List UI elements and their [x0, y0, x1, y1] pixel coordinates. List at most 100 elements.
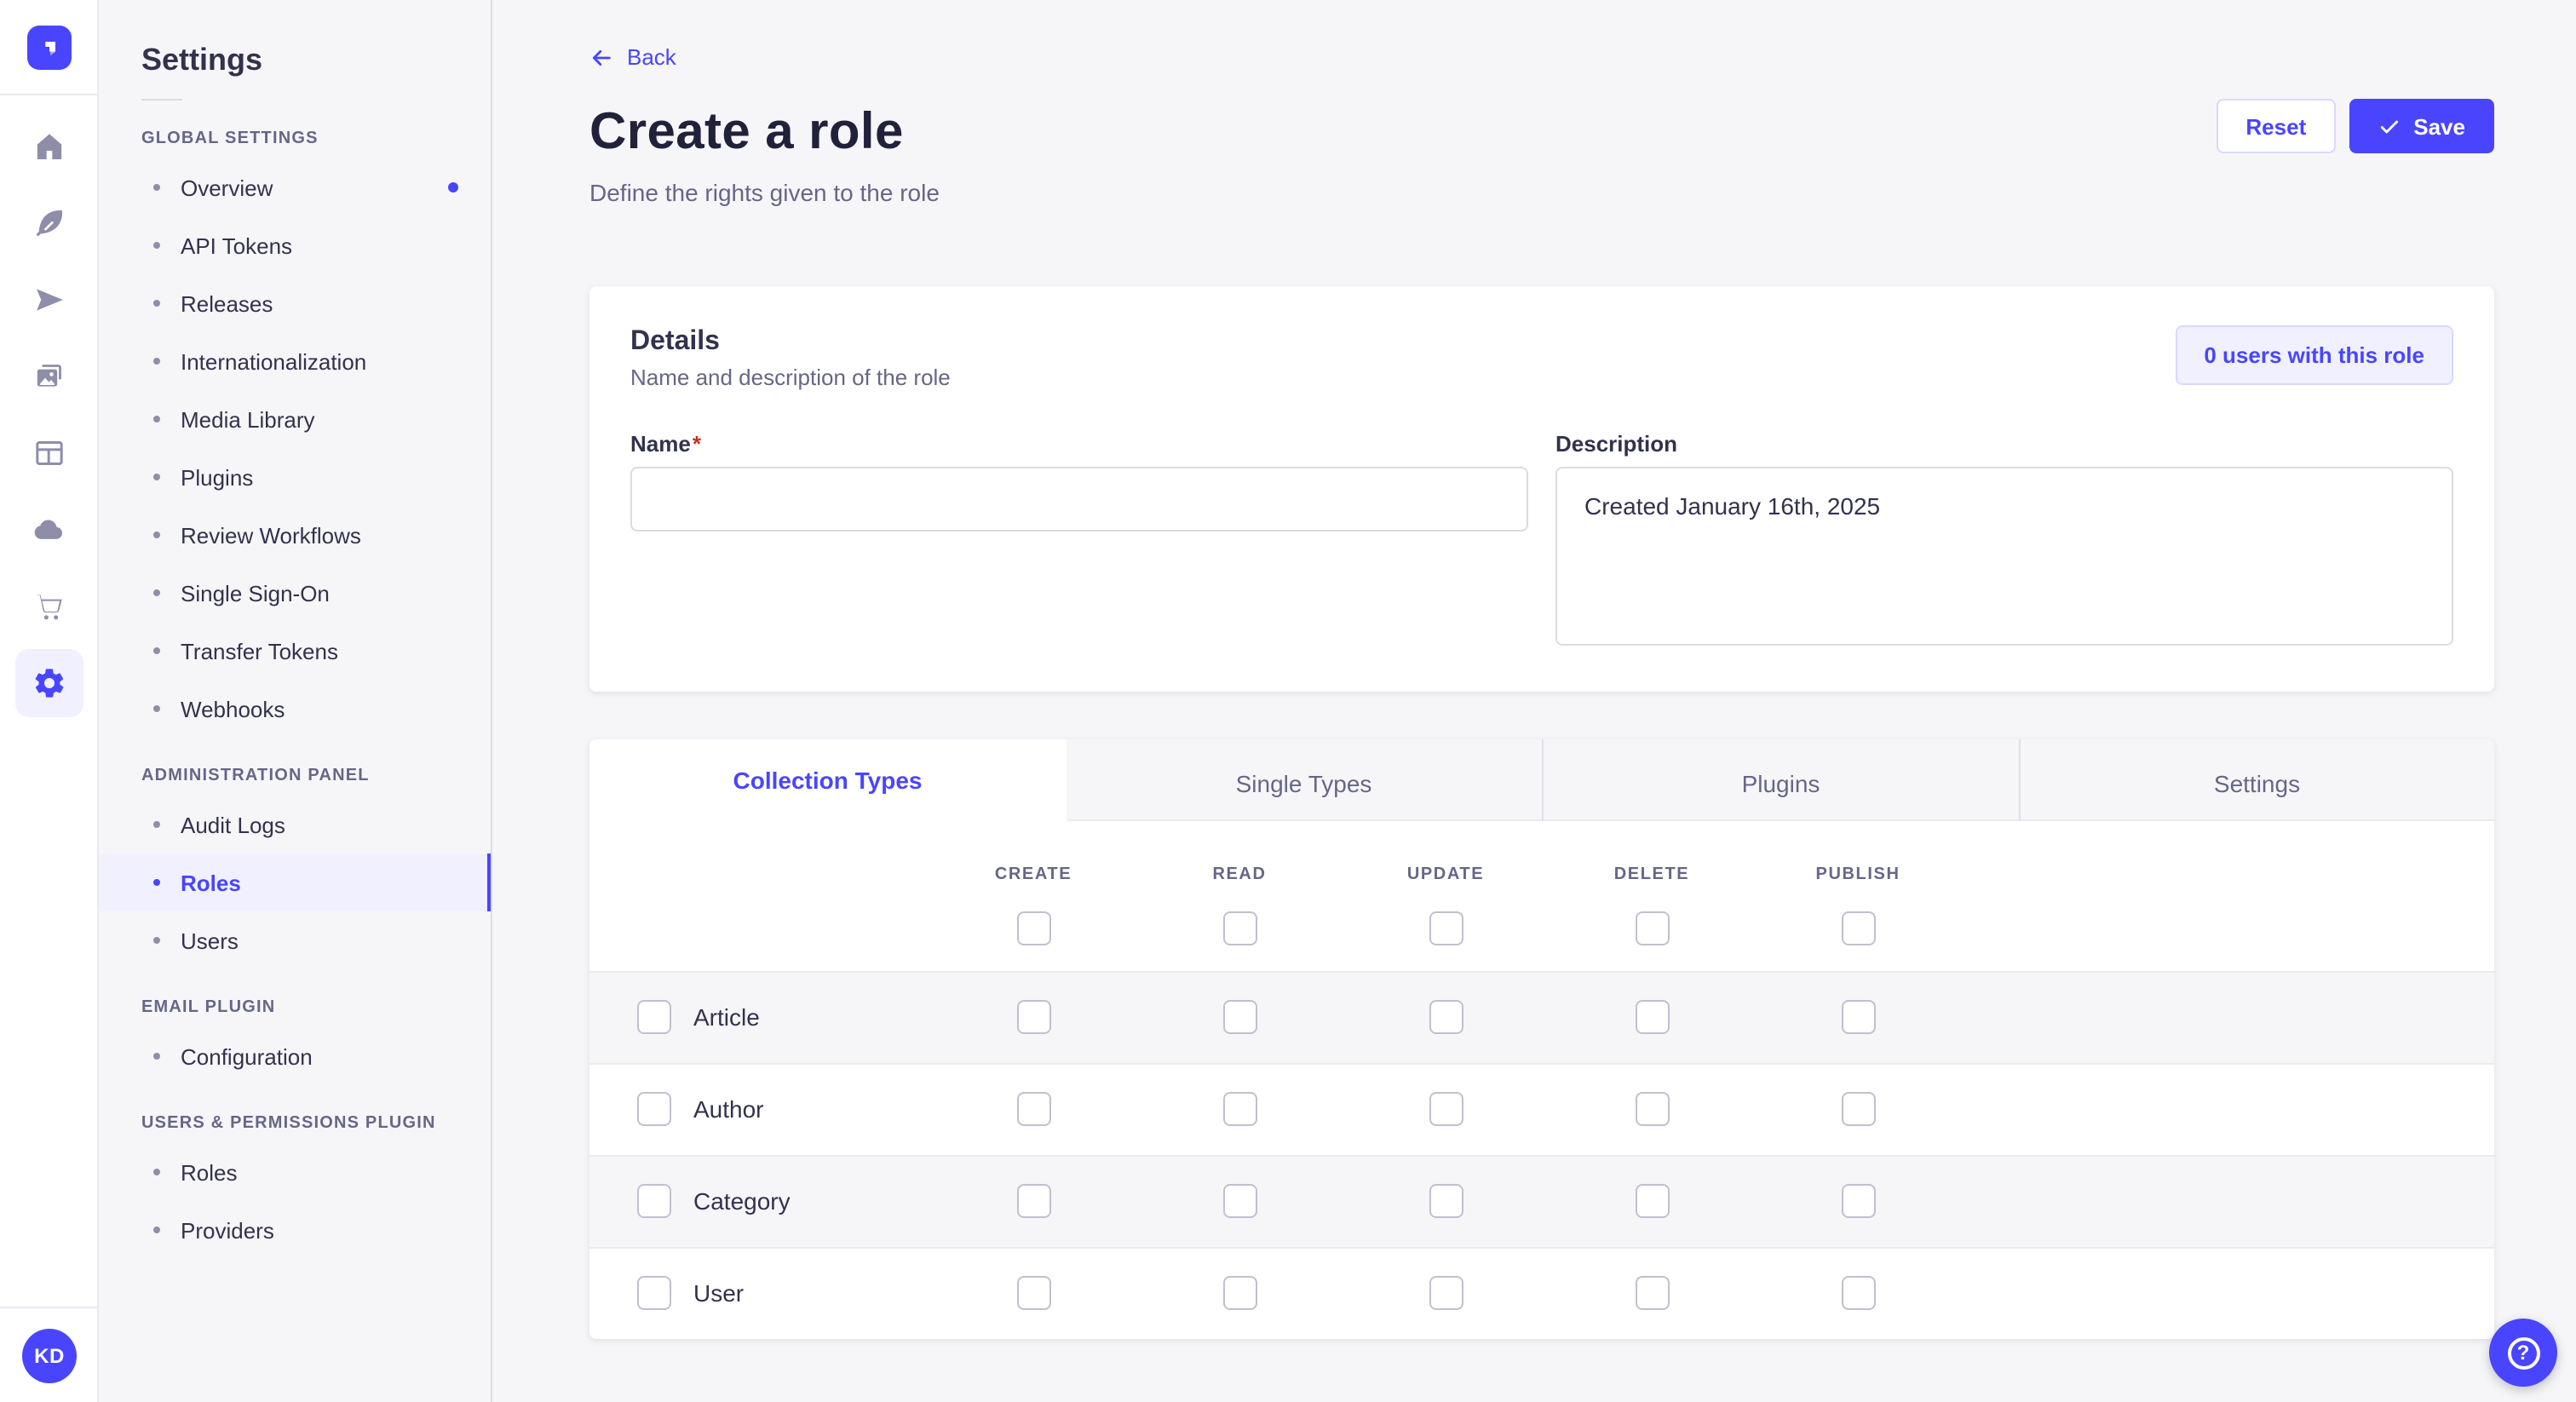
sidebar-item-label: Single Sign-On: [181, 580, 330, 606]
permission-author-create-checkbox[interactable]: [1016, 1092, 1050, 1126]
layout-icon: [35, 441, 62, 465]
home-nav-button[interactable]: [14, 112, 83, 181]
sidebar-title: Settings: [141, 43, 263, 77]
permission-row-article: Article: [589, 970, 2494, 1062]
permission-author-read-checkbox[interactable]: [1222, 1092, 1256, 1126]
sidebar-item-label: Releases: [181, 290, 273, 316]
select-all-publish-checkbox[interactable]: [1841, 911, 1875, 945]
sidebar-item-releases[interactable]: Releases: [99, 274, 491, 332]
sidebar-item-webhooks[interactable]: Webhooks: [99, 680, 491, 738]
select-row-user-checkbox[interactable]: [637, 1276, 671, 1310]
back-arrow-icon: [592, 49, 611, 65]
sidebar-item-api-tokens[interactable]: API Tokens: [99, 216, 491, 274]
sidebar-item-media-library[interactable]: Media Library: [99, 390, 491, 448]
sidebar-item-single-sign-on[interactable]: Single Sign-On: [99, 564, 491, 622]
back-link[interactable]: Back: [589, 44, 676, 70]
details-subtitle: Name and description of the role: [630, 364, 951, 389]
select-all-read-checkbox[interactable]: [1222, 911, 1256, 945]
sidebar-item-label: Roles: [181, 1159, 238, 1185]
sidebar-item-roles-admin[interactable]: Roles: [99, 853, 491, 911]
permissions-card: Collection Types Single Types Plugins Se…: [589, 738, 2494, 1338]
section-email-plugin: EMAIL PLUGIN Configuration: [99, 998, 491, 1085]
sidebar-item-label: Configuration: [181, 1043, 313, 1069]
sidebar-item-providers[interactable]: Providers: [99, 1201, 491, 1259]
details-card: Details Name and description of the role…: [589, 285, 2494, 691]
deploy-nav-button[interactable]: [14, 266, 83, 334]
sidebar-item-label: Internationalization: [181, 348, 367, 374]
permission-category-publish-checkbox[interactable]: [1841, 1184, 1875, 1218]
feather-icon: [36, 210, 62, 236]
name-input[interactable]: [630, 466, 1528, 531]
permission-user-update-checkbox[interactable]: [1429, 1276, 1463, 1310]
sidebar-item-plugins[interactable]: Plugins: [99, 448, 491, 506]
sidebar-item-configuration[interactable]: Configuration: [99, 1027, 491, 1085]
content-manager-nav-button[interactable]: [14, 419, 83, 487]
select-row-author-checkbox[interactable]: [637, 1092, 671, 1126]
user-avatar[interactable]: KD: [22, 1329, 77, 1383]
permission-category-update-checkbox[interactable]: [1429, 1184, 1463, 1218]
permission-category-delete-checkbox[interactable]: [1635, 1184, 1669, 1218]
bullet-icon: [153, 821, 160, 828]
permission-user-read-checkbox[interactable]: [1222, 1276, 1256, 1310]
select-row-article-checkbox[interactable]: [637, 1000, 671, 1034]
column-header-read: READ: [1212, 865, 1267, 883]
permission-author-update-checkbox[interactable]: [1429, 1092, 1463, 1126]
permission-category-read-checkbox[interactable]: [1222, 1184, 1256, 1218]
description-textarea[interactable]: Created January 16th, 2025: [1555, 466, 2453, 645]
sidebar-item-label: API Tokens: [181, 233, 293, 258]
description-field-group: Description Created January 16th, 2025: [1555, 430, 2453, 650]
sidebar-item-roles-up[interactable]: Roles: [99, 1143, 491, 1201]
rail-bottom-divider: [0, 1307, 99, 1308]
description-label: Description: [1555, 430, 1678, 456]
select-all-update-checkbox[interactable]: [1429, 911, 1463, 945]
sidebar-item-internationalization[interactable]: Internationalization: [99, 332, 491, 390]
page-title: Create a role: [589, 103, 904, 159]
row-label: Article: [693, 1003, 760, 1031]
content-type-builder-nav-button[interactable]: [14, 189, 83, 257]
select-all-delete-checkbox[interactable]: [1635, 911, 1669, 945]
tab-single-types[interactable]: Single Types: [1066, 738, 1542, 820]
sidebar-item-label: Roles: [181, 870, 241, 895]
marketplace-nav-button[interactable]: [14, 572, 83, 641]
permission-category-create-checkbox[interactable]: [1016, 1184, 1050, 1218]
notification-dot-icon: [448, 182, 458, 192]
permission-article-delete-checkbox[interactable]: [1635, 1000, 1669, 1034]
permission-user-create-checkbox[interactable]: [1016, 1276, 1050, 1310]
permission-user-publish-checkbox[interactable]: [1841, 1276, 1875, 1310]
permission-article-create-checkbox[interactable]: [1016, 1000, 1050, 1034]
bullet-icon: [153, 1053, 160, 1060]
save-button[interactable]: Save: [2349, 99, 2494, 153]
tab-settings[interactable]: Settings: [2018, 738, 2494, 820]
permission-author-publish-checkbox[interactable]: [1841, 1092, 1875, 1126]
select-row-category-checkbox[interactable]: [637, 1184, 671, 1218]
sidebar-item-transfer-tokens[interactable]: Transfer Tokens: [99, 622, 491, 680]
tab-collection-types[interactable]: Collection Types: [589, 738, 1066, 820]
users-with-role-badge[interactable]: 0 users with this role: [2175, 325, 2453, 384]
permission-article-update-checkbox[interactable]: [1429, 1000, 1463, 1034]
save-label: Save: [2413, 113, 2465, 139]
media-library-nav-button[interactable]: [14, 342, 83, 411]
sidebar-item-overview[interactable]: Overview: [99, 158, 491, 216]
tab-plugins[interactable]: Plugins: [1542, 738, 2018, 820]
column-header-delete: DELETE: [1613, 865, 1690, 883]
reset-button[interactable]: Reset: [2217, 99, 2336, 153]
permission-article-read-checkbox[interactable]: [1222, 1000, 1256, 1034]
sidebar-item-audit-logs[interactable]: Audit Logs: [99, 796, 491, 853]
help-button[interactable]: ?: [2489, 1319, 2557, 1387]
sidebar-item-users[interactable]: Users: [99, 911, 491, 969]
permission-row-author: Author: [589, 1062, 2494, 1154]
bullet-icon: [153, 474, 160, 480]
permission-author-delete-checkbox[interactable]: [1635, 1092, 1669, 1126]
permission-user-delete-checkbox[interactable]: [1635, 1276, 1669, 1310]
column-header-update: UPDATE: [1406, 865, 1485, 883]
select-all-create-checkbox[interactable]: [1016, 911, 1050, 945]
column-header-publish: PUBLISH: [1815, 865, 1900, 883]
question-circle-icon: ?: [2507, 1336, 2539, 1369]
strapi-logo[interactable]: [26, 26, 71, 70]
section-label: GLOBAL SETTINGS: [141, 129, 319, 148]
settings-nav-button[interactable]: [14, 649, 83, 717]
permission-article-publish-checkbox[interactable]: [1841, 1000, 1875, 1034]
sidebar-item-review-workflows[interactable]: Review Workflows: [99, 506, 491, 564]
cloud-nav-button[interactable]: [14, 496, 83, 564]
bullet-icon: [153, 1169, 160, 1175]
